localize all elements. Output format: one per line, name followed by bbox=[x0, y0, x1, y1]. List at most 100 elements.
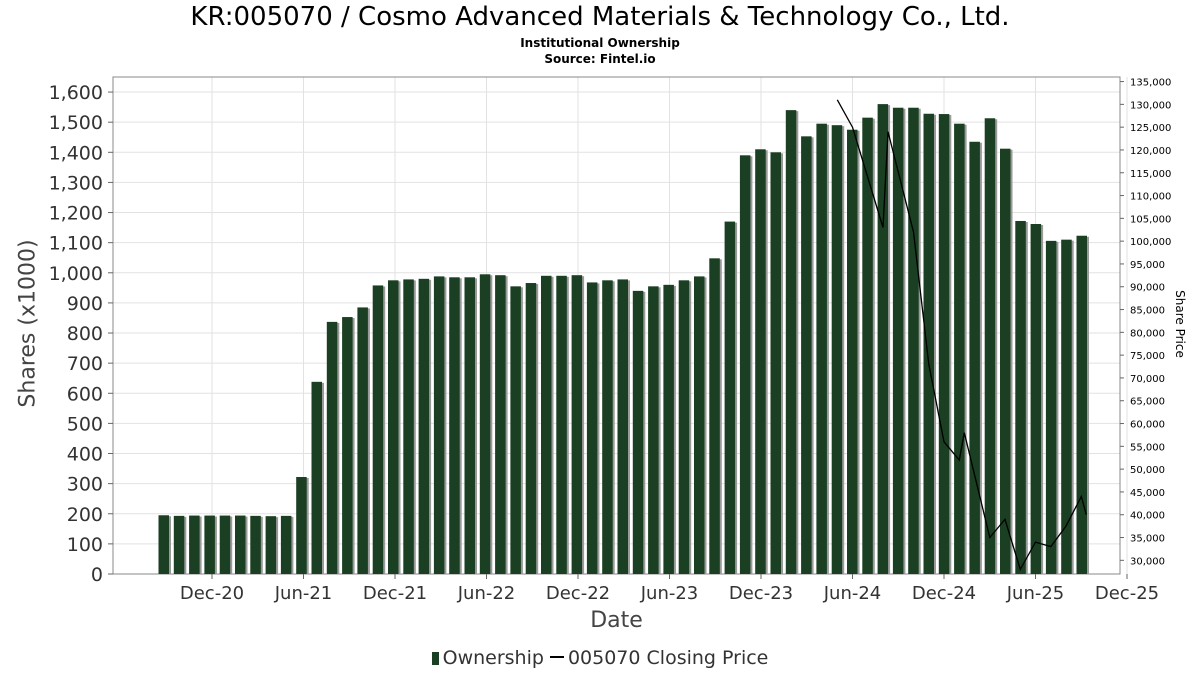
y-tick-label: 400 bbox=[67, 444, 103, 466]
ownership-bar bbox=[388, 280, 399, 574]
ownership-bar bbox=[510, 286, 521, 574]
ownership-bar bbox=[1061, 239, 1072, 574]
y-tick-label: 1,400 bbox=[49, 142, 103, 164]
x-tick-label: Dec-25 bbox=[1095, 583, 1159, 604]
ownership-bar bbox=[969, 141, 980, 574]
ownership-bar bbox=[525, 283, 537, 574]
ownership-bar bbox=[847, 129, 858, 574]
y2-tick-label: 50,000 bbox=[1130, 465, 1165, 476]
ownership-bar bbox=[495, 275, 506, 574]
ownership-bar bbox=[602, 280, 613, 574]
y-tick-label: 1,000 bbox=[49, 263, 103, 285]
x-tick-label: Jun-23 bbox=[640, 583, 699, 604]
x-tick-label: Dec-23 bbox=[729, 583, 793, 604]
ownership-bar bbox=[1076, 235, 1087, 575]
y2-tick-label: 130,000 bbox=[1130, 100, 1171, 111]
ownership-bar bbox=[801, 136, 812, 574]
y-axis-left: 0 100 200 300 400 500 600 700 800 900 1,000 1,100 1,… bbox=[49, 82, 113, 586]
ownership-bar bbox=[418, 278, 430, 574]
ownership-bar bbox=[892, 107, 904, 574]
y-tick-label: 0 bbox=[91, 564, 103, 586]
y-tick-label: 800 bbox=[67, 323, 103, 345]
y2-tick-label: 125,000 bbox=[1130, 123, 1171, 134]
ownership-bar bbox=[204, 515, 215, 574]
y-tick-label: 900 bbox=[67, 293, 103, 315]
x-tick-label: Dec-24 bbox=[912, 583, 976, 604]
y-axis-right: 30,000 35,000 40,000 45,000 50,000 55,000 60,0… bbox=[1120, 78, 1171, 567]
ownership-bar bbox=[311, 381, 322, 574]
legend-ownership-label: Ownership bbox=[442, 647, 544, 669]
ownership-bar bbox=[357, 307, 368, 574]
ownership-bar bbox=[464, 277, 475, 574]
chart-title: KR:005070 / Cosmo Advanced Materials & T… bbox=[190, 2, 1010, 32]
ownership-bar bbox=[938, 114, 950, 575]
y2-tick-label: 100,000 bbox=[1130, 237, 1171, 248]
x-axis: Dec-20 Jun-21 Dec-21 Jun-22 Dec-22 Jun-23 Dec-… bbox=[180, 574, 1159, 604]
ownership-bar bbox=[632, 290, 644, 574]
ownership-bar bbox=[280, 515, 292, 574]
ownership-bar bbox=[709, 258, 720, 574]
ownership-bar bbox=[250, 515, 261, 574]
y2-tick-label: 95,000 bbox=[1130, 260, 1165, 271]
ownership-bar bbox=[219, 515, 231, 574]
ownership-bar bbox=[265, 516, 277, 574]
ownership-bar bbox=[1015, 220, 1026, 574]
ownership-bar bbox=[556, 275, 567, 574]
y2-tick-label: 35,000 bbox=[1130, 534, 1165, 545]
y-tick-label: 1,500 bbox=[49, 112, 103, 134]
y-tick-label: 500 bbox=[67, 413, 103, 435]
y-tick-label: 1,100 bbox=[49, 233, 103, 255]
ownership-bar bbox=[158, 515, 169, 574]
y2-tick-label: 90,000 bbox=[1130, 283, 1165, 294]
ownership-bar bbox=[923, 113, 934, 575]
legend: Ownership 005070 Closing Price bbox=[0, 647, 1200, 669]
ownership-bar bbox=[724, 221, 736, 574]
ownership-bar bbox=[877, 104, 889, 574]
y2-tick-label: 135,000 bbox=[1130, 78, 1171, 89]
ownership-bar bbox=[755, 149, 766, 575]
y-tick-label: 700 bbox=[67, 353, 103, 375]
ownership-bar bbox=[1030, 223, 1042, 574]
legend-price-swatch bbox=[549, 656, 564, 658]
y-axis-label: Shares (x1000) bbox=[15, 239, 41, 408]
y2-tick-label: 85,000 bbox=[1130, 306, 1165, 317]
ownership-bar bbox=[908, 107, 919, 574]
y-tick-label: 100 bbox=[67, 534, 103, 556]
ownership-bar bbox=[235, 515, 246, 574]
ownership-bar bbox=[173, 515, 185, 574]
ownership-bar bbox=[571, 275, 583, 574]
ownership-bar bbox=[326, 321, 338, 574]
x-tick-label: Dec-20 bbox=[180, 583, 244, 604]
ownership-bar bbox=[739, 155, 751, 574]
y-tick-label: 300 bbox=[67, 474, 103, 496]
y2-tick-label: 65,000 bbox=[1130, 397, 1165, 408]
y2-axis-label: Share Price bbox=[1173, 290, 1187, 358]
y-tick-label: 1,200 bbox=[49, 203, 103, 225]
ownership-bar bbox=[296, 477, 307, 574]
y2-tick-label: 60,000 bbox=[1130, 420, 1165, 431]
y2-tick-label: 30,000 bbox=[1130, 556, 1165, 567]
ownership-bar bbox=[785, 110, 797, 574]
ownership-bar bbox=[1000, 148, 1011, 575]
y2-tick-label: 105,000 bbox=[1130, 214, 1171, 225]
ownership-bar bbox=[403, 279, 414, 574]
y2-tick-label: 40,000 bbox=[1130, 511, 1165, 522]
chart-subtitle: Institutional Ownership bbox=[520, 36, 680, 50]
ownership-bar bbox=[617, 279, 628, 574]
price-line bbox=[836, 99, 1087, 572]
y2-tick-label: 115,000 bbox=[1130, 169, 1171, 180]
ownership-bar bbox=[984, 118, 996, 575]
y-tick-label: 1,300 bbox=[49, 172, 103, 194]
y2-tick-label: 75,000 bbox=[1130, 351, 1165, 362]
y2-tick-label: 45,000 bbox=[1130, 488, 1165, 499]
legend-ownership-swatch bbox=[431, 652, 439, 665]
grid-layer bbox=[113, 77, 1128, 575]
price-layer bbox=[836, 99, 1087, 572]
ownership-bar bbox=[479, 274, 491, 574]
bars-layer bbox=[158, 104, 1089, 575]
ownership-bar bbox=[954, 123, 965, 575]
chart-source: Source: Fintel.io bbox=[544, 52, 656, 66]
ownership-bar bbox=[342, 317, 353, 574]
plot-frame bbox=[112, 76, 1121, 575]
